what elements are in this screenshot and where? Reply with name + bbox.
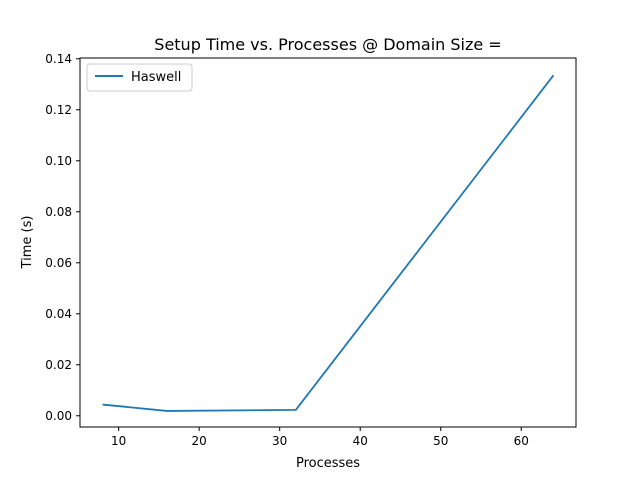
y-tick-label: 0.00	[45, 409, 72, 423]
x-tick-label: 50	[433, 434, 448, 448]
x-tick-label: 60	[514, 434, 529, 448]
legend-label-haswell: Haswell	[131, 70, 181, 85]
y-tick-label: 0.08	[45, 205, 72, 219]
legend-box	[86, 63, 193, 92]
x-axis-label: Processes	[296, 456, 360, 471]
y-tick-label: 0.12	[45, 103, 72, 117]
y-tick-label: 0.02	[45, 358, 72, 372]
x-tick-label: 40	[353, 434, 368, 448]
y-tick-label: 0.10	[45, 154, 72, 168]
y-axis-label: Time (s)	[20, 216, 35, 270]
x-axis-ticks: 10 20 30 40 50 60	[111, 427, 529, 448]
series-line-haswell	[102, 74, 555, 412]
chart-title: Setup Time vs. Processes @ Domain Size =	[154, 35, 501, 54]
legend: Haswell	[86, 63, 193, 92]
plot-area	[102, 74, 555, 412]
x-tick-label: 30	[272, 434, 287, 448]
y-tick-label: 0.14	[45, 52, 72, 66]
x-tick-label: 20	[192, 434, 207, 448]
y-axis-ticks: 0.00 0.02 0.04 0.06 0.08 0.10 0.12 0.14	[45, 52, 80, 423]
y-tick-label: 0.06	[45, 256, 72, 270]
axes-frame	[79, 57, 577, 428]
x-tick-label: 10	[111, 434, 126, 448]
y-tick-label: 0.04	[45, 307, 72, 321]
